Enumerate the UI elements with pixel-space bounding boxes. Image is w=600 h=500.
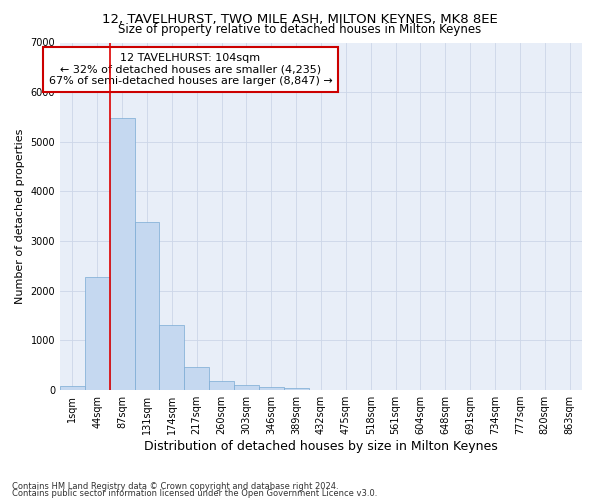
- Y-axis label: Number of detached properties: Number of detached properties: [15, 128, 25, 304]
- Text: Contains HM Land Registry data © Crown copyright and database right 2024.: Contains HM Land Registry data © Crown c…: [12, 482, 338, 491]
- Text: Contains public sector information licensed under the Open Government Licence v3: Contains public sector information licen…: [12, 489, 377, 498]
- Bar: [284, 388, 308, 390]
- Bar: [85, 278, 110, 390]
- Bar: [134, 222, 160, 390]
- Bar: [184, 367, 209, 390]
- Bar: [259, 387, 284, 390]
- Text: 12 TAVELHURST: 104sqm
← 32% of detached houses are smaller (4,235)
67% of semi-d: 12 TAVELHURST: 104sqm ← 32% of detached …: [49, 53, 332, 86]
- Bar: [160, 325, 184, 390]
- Text: 12, TAVELHURST, TWO MILE ASH, MILTON KEYNES, MK8 8EE: 12, TAVELHURST, TWO MILE ASH, MILTON KEY…: [102, 12, 498, 26]
- Bar: [60, 386, 85, 390]
- Bar: [234, 386, 259, 390]
- Bar: [209, 382, 234, 390]
- X-axis label: Distribution of detached houses by size in Milton Keynes: Distribution of detached houses by size …: [144, 440, 498, 453]
- Text: Size of property relative to detached houses in Milton Keynes: Size of property relative to detached ho…: [118, 22, 482, 36]
- Bar: [110, 118, 134, 390]
